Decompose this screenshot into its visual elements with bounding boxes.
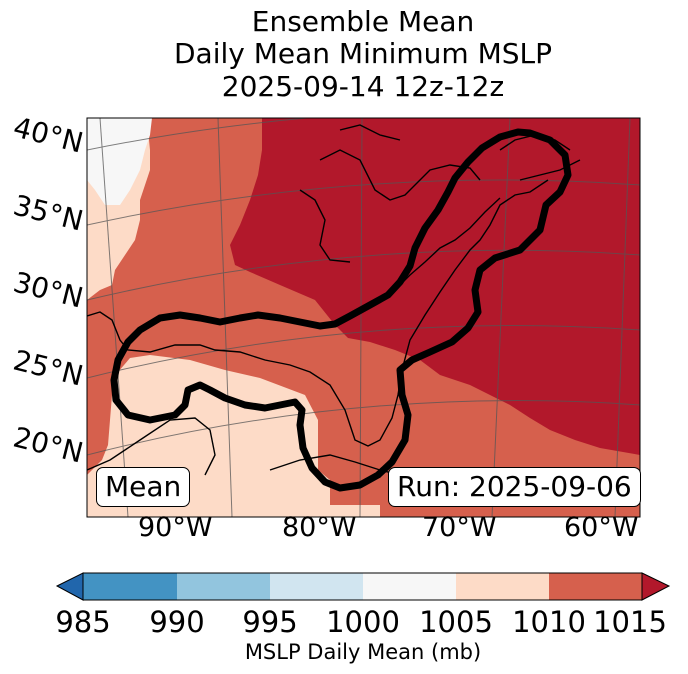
title-line-1: Ensemble Mean (251, 5, 475, 38)
colorbar-bin-995-1000 (270, 573, 363, 600)
colorbar-tick-995: 995 (242, 605, 298, 639)
colorbar-tick-1000: 1000 (326, 605, 400, 639)
colorbar-bin-985-990 (83, 573, 177, 600)
colorbar-bin-1010-1015 (549, 573, 642, 600)
mean-label: Mean (96, 467, 191, 507)
colorbar-tick-1005: 1005 (419, 605, 493, 639)
colorbar-extend-low (55, 572, 84, 601)
colorbar-tick-990: 990 (149, 605, 205, 639)
lon-label-90w: 90°W (138, 512, 213, 543)
title-line-3: 2025-09-14 12z-12z (221, 70, 505, 103)
title-line-2: Daily Mean Minimum MSLP (173, 37, 552, 70)
mslp-contour (110, 128, 572, 492)
colorbar-extend-high (641, 572, 671, 601)
lon-label-60w: 60°W (564, 512, 639, 543)
fill-lt-1000 (87, 118, 152, 205)
colorbar-tick-985: 985 (55, 605, 111, 639)
colorbar-bin-990-995 (177, 573, 270, 600)
colorbar (55, 572, 671, 601)
colorbar-bin-1000-1005 (363, 573, 456, 600)
fill-gt-1015 (230, 118, 640, 455)
run-label: Run: 2025-09-06 (388, 467, 641, 507)
map-frame (86, 117, 641, 518)
colorbar-tick-1010: 1010 (512, 605, 586, 639)
colorbar-label: MSLP Daily Mean (mb) (244, 640, 482, 664)
great-lakes (299, 124, 481, 263)
colorbar-tick-1015: 1015 (593, 605, 667, 639)
lon-label-80w: 80°W (282, 512, 357, 543)
lon-label-70w: 70°W (422, 512, 497, 543)
gulf-coast (87, 179, 549, 447)
colorbar-bin-1005-1010 (456, 573, 549, 600)
